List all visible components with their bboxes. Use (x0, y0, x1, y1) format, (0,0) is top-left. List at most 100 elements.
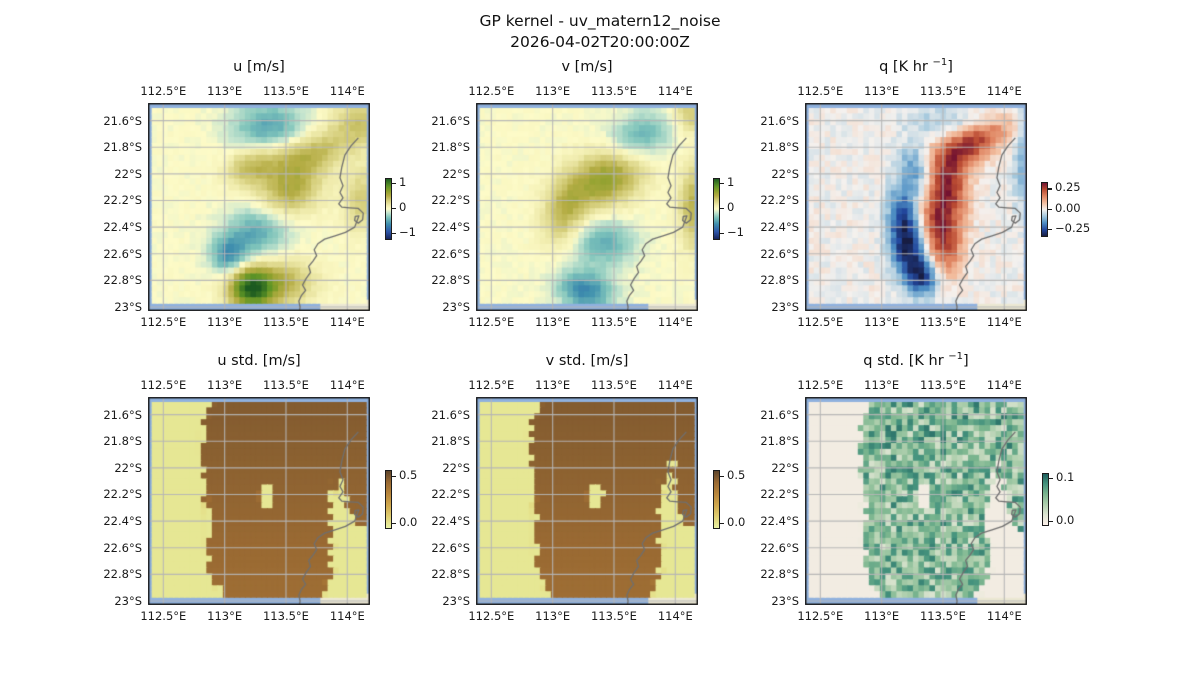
subplot-title-v-std: v std. [m/s] (546, 351, 629, 371)
lat-tick-label: 22.4°S (431, 514, 470, 529)
colorbar-tick-label: 0.5 (727, 467, 746, 482)
lat-tick-label: 21.8°S (760, 140, 799, 155)
lat-tick-label: 21.8°S (103, 140, 142, 155)
lat-tick-label: 21.8°S (431, 140, 470, 155)
lon-tick-label-bottom: 113°E (535, 609, 571, 623)
lon-tick-label-bottom: 112.5°E (797, 609, 844, 623)
title-text: q [K hr (879, 58, 933, 75)
lat-tick-label: 22.2°S (103, 487, 142, 502)
lon-tick-label-top: 113.5°E (919, 84, 966, 98)
lon-tick-label-bottom: 113°E (207, 315, 243, 329)
lon-tick-label-top: 112.5°E (468, 378, 515, 392)
lat-tick-label: 21.8°S (760, 434, 799, 449)
figure-title-line2: 2026-04-02T20:00:00Z (510, 33, 690, 51)
lon-tick-label-bottom: 114°E (657, 609, 693, 623)
lat-tick-label: 21.8°S (431, 434, 470, 449)
colorbar-tick-label: 0.00 (1055, 200, 1081, 215)
lon-tick-label-top: 114°E (657, 84, 693, 98)
lon-tick-label-bottom: 113°E (535, 315, 571, 329)
lat-tick-label: 22.4°S (760, 514, 799, 529)
lon-tick-label-bottom: 114°E (329, 609, 365, 623)
colorbar-v-std: 0.5 0.0 (713, 467, 765, 530)
colorbar-tick-label: 1 (399, 175, 407, 189)
lon-tick-label-top: 114°E (986, 378, 1022, 392)
lat-tick-label: 22.4°S (431, 220, 470, 235)
title-text: u [m/s] (233, 58, 285, 75)
map-canvas-v-mean (476, 103, 698, 311)
lon-tick-label-bottom: 112.5°E (140, 315, 187, 329)
title-text: v std. [m/s] (545, 352, 629, 369)
lat-tick-label: 21.6°S (431, 407, 470, 422)
figure-title-line1: GP kernel - uv_matern12_noise (479, 12, 721, 30)
lon-tick-label-top: 113°E (535, 378, 571, 392)
lat-tick-label: 23°S (114, 300, 142, 314)
lon-tick-label-bottom: 112.5°E (468, 315, 515, 329)
subplot-title-v-mean: v [m/s] (561, 57, 612, 77)
colorbar-u-std: 0.5 0.0 (385, 467, 437, 530)
lon-tick-label-top: 113.5°E (262, 84, 309, 98)
map-canvas-q-std (805, 397, 1027, 605)
lat-tick-label: 23°S (771, 300, 799, 314)
lon-tick-label-top: 112.5°E (140, 84, 187, 98)
lat-tick-label: 21.6°S (760, 113, 799, 128)
colorbar-q-std: 0.1 0.0 (1042, 470, 1094, 527)
lon-tick-label-top: 113.5°E (590, 378, 637, 392)
lon-tick-label-top: 113.5°E (262, 378, 309, 392)
colorbar-tick (392, 475, 396, 477)
lat-tick-label: 22°S (771, 460, 799, 475)
lon-tick-label-top: 113.5°E (919, 378, 966, 392)
lat-tick-label: 23°S (442, 300, 470, 314)
lon-tick-label-bottom: 113.5°E (919, 315, 966, 329)
subplot-q-std: q std. [K hr −1] 112.5°E 112.5°E 113°E 113°… (760, 351, 1074, 623)
colorbar-gradient (385, 470, 392, 529)
lon-tick-label-bottom: 114°E (329, 315, 365, 329)
lon-tick-label-top: 112.5°E (140, 378, 187, 392)
lon-tick-label-top: 113°E (207, 378, 243, 392)
lon-tick-label-bottom: 113.5°E (262, 315, 309, 329)
subplot-u-mean: u [m/s] 112.5°E 112.5°E 113°E 113°E 113.5°E 1… (103, 59, 416, 329)
colorbar-tick (392, 523, 396, 525)
lon-tick-label-bottom: 112.5°E (140, 609, 187, 623)
lon-tick-label-bottom: 113°E (864, 609, 900, 623)
lon-tick-label-top: 113°E (864, 84, 900, 98)
colorbar-u-mean: 1 0 −1 (385, 175, 437, 240)
lon-tick-label-top: 114°E (329, 84, 365, 98)
lon-tick-label-bottom: 113.5°E (919, 609, 966, 623)
colorbar-tick-label: 0.0 (399, 515, 418, 530)
lon-tick-label-bottom: 114°E (986, 315, 1022, 329)
lat-tick-label: 22.4°S (103, 220, 142, 235)
colorbar-tick-label: 0.5 (399, 467, 418, 482)
colorbar-q-mean: 0.25 0.00 −0.25 (1041, 180, 1093, 237)
lat-tick-label: 21.6°S (103, 407, 142, 422)
colorbar-tick (720, 183, 724, 185)
colorbar-tick-label: 0.25 (1055, 180, 1081, 195)
colorbar-tick (392, 233, 396, 235)
subplot-title-q-mean: q [K hr −1] (879, 57, 953, 77)
colorbar-tick-label: 0.0 (1056, 512, 1075, 527)
colorbar-tick-label: 0.0 (727, 515, 746, 530)
lat-tick-label: 22.8°S (103, 273, 142, 288)
colorbar-gradient (1041, 182, 1048, 237)
colorbar-tick-label: 0 (399, 200, 407, 214)
colorbar-tick (1049, 520, 1053, 522)
lon-tick-label-top: 113°E (864, 378, 900, 392)
colorbar-tick-label: 0 (727, 200, 735, 214)
lat-tick-label: 22.2°S (760, 487, 799, 502)
lat-tick-label: 22.6°S (431, 246, 470, 261)
title-text: q std. [K hr (863, 352, 949, 369)
colorbar-v-mean: 1 0 −1 (713, 175, 765, 240)
lat-tick-label: 22.2°S (431, 193, 470, 208)
colorbar-tick (392, 208, 396, 210)
map-canvas-u-mean (148, 103, 370, 311)
lon-tick-label-bottom: 113.5°E (590, 315, 637, 329)
lon-tick-label-bottom: 113.5°E (590, 609, 637, 623)
lat-tick-label: 22.6°S (760, 246, 799, 261)
lat-tick-label: 22.6°S (103, 540, 142, 555)
lat-tick-label: 22.8°S (103, 567, 142, 582)
lat-tick-label: 22°S (114, 460, 142, 475)
lon-tick-label-bottom: 113°E (207, 609, 243, 623)
colorbar-gradient (713, 470, 720, 529)
lat-tick-label: 22°S (771, 166, 799, 181)
colorbar-tick (720, 523, 724, 525)
colorbar-tick (720, 208, 724, 210)
